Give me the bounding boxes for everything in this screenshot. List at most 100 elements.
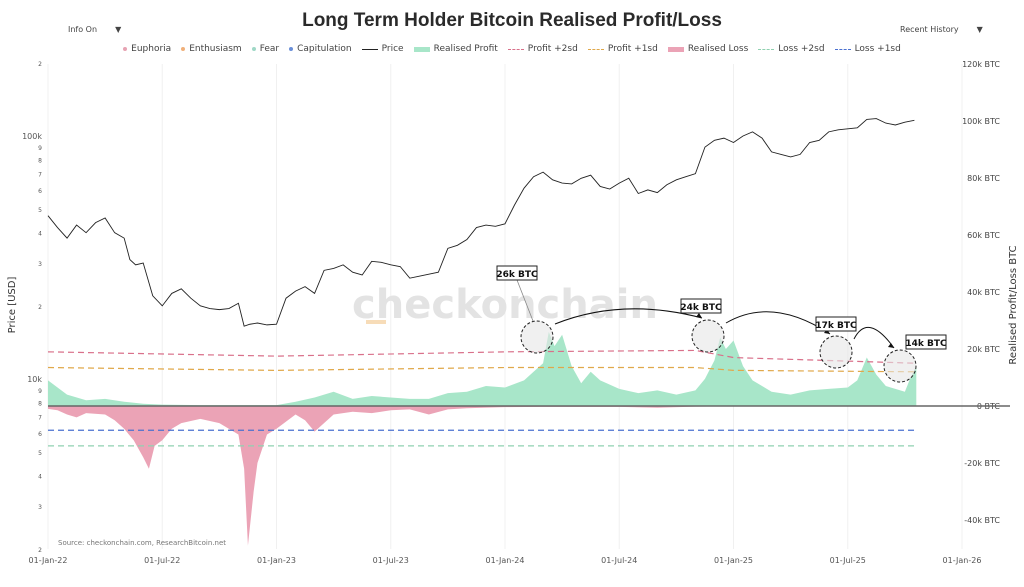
y-left-tick-label: 6 (38, 431, 42, 438)
legend-item-price[interactable]: Price (361, 44, 404, 54)
dot-marker-icon (181, 47, 186, 51)
annotation-arrow (554, 308, 703, 325)
annotation-label: 26k BTC (496, 270, 538, 280)
annotation-label: 24k BTC (680, 303, 722, 313)
legend: Euphoria Enthusiasm Fear Capitulation Price R… (0, 44, 1024, 54)
legend-label: Realised Profit (433, 44, 498, 54)
source-note: Source: checkonchain.com, ResearchBitcoi… (58, 539, 226, 547)
y-left-tick-label: 2 (38, 547, 42, 554)
y-right-tick-label: 100k BTC (962, 117, 1000, 126)
x-tick-label: 01-Jul-23 (373, 556, 409, 565)
watermark-logo-icon (366, 320, 386, 324)
legend-label: Realised Loss (687, 44, 749, 54)
legend-label: Loss +2sd (778, 44, 825, 54)
x-tick-label: 01-Jan-22 (29, 556, 68, 565)
legend-label: Capitulation (297, 44, 352, 54)
band-profit-2sd (47, 349, 917, 364)
x-tick-label: 01-Jul-25 (830, 556, 866, 565)
legend-label: Profit +1sd (607, 44, 658, 54)
legend-label: Euphoria (131, 44, 172, 54)
y-right-axis-label: Realised Profit/Loss BTC (1008, 245, 1019, 364)
x-tick-label: 01-Jan-26 (943, 556, 982, 565)
y-left-axis-label: Price [USD] (7, 277, 18, 334)
dot-marker-icon (251, 47, 256, 51)
band-profit-1sd (47, 366, 917, 373)
x-tick-label: 01-Jul-24 (601, 556, 637, 565)
y-left-tick-label: 5 (38, 450, 42, 457)
legend-item-enthusiasm[interactable]: Enthusiasm (181, 44, 242, 54)
y-right-tick-label: 60k BTC (967, 231, 1000, 240)
annotation-circle (819, 335, 853, 369)
dash-marker-icon (507, 48, 524, 50)
legend-item-capitulation[interactable]: Capitulation (289, 44, 352, 54)
annotation-circle (883, 349, 917, 383)
y-left-tick-label: 8 (38, 401, 42, 408)
x-tick-label: 01-Jan-25 (714, 556, 753, 565)
legend-item-euphoria[interactable]: Euphoria (123, 44, 171, 54)
y-right-tick-label: 80k BTC (967, 174, 1000, 183)
y-right-tick-label: 40k BTC (967, 288, 1000, 297)
chevron-down-icon: ▼ (976, 25, 983, 34)
y-left-tick-label: 9 (38, 388, 42, 395)
y-left-tick-label: 8 (38, 158, 42, 165)
y-left-tick-label: 2 (38, 304, 42, 311)
legend-item-profit-2sd[interactable]: Profit +2sd (507, 44, 578, 54)
legend-item-realised-loss[interactable]: Realised Loss (667, 44, 749, 54)
annotation-box (496, 265, 538, 281)
y-left-tick-label: 4 (38, 474, 42, 481)
legend-label: Profit +2sd (527, 44, 578, 54)
y-left-tick-label: 7 (38, 415, 42, 422)
y-right-tick-label: 20k BTC (967, 345, 1000, 354)
legend-item-loss-1sd[interactable]: Loss +1sd (834, 44, 901, 54)
arrowhead-icon (696, 313, 702, 318)
dash-marker-icon (834, 48, 851, 50)
dot-marker-icon (289, 47, 294, 51)
price-line (47, 118, 915, 327)
annotation-label: 14k BTC (905, 339, 947, 349)
y-left-tick-label: 3 (38, 504, 42, 511)
legend-item-fear[interactable]: Fear (251, 44, 279, 54)
info-dropdown-label: Info On (68, 25, 98, 34)
x-tick-label: 01-Jan-23 (257, 556, 296, 565)
realised-loss-area (48, 406, 917, 546)
y-right-tick-label: -20k BTC (964, 459, 1000, 468)
y-left-tick-label: 3 (38, 261, 42, 268)
history-dropdown-label: Recent History (900, 25, 959, 34)
chart-title: Long Term Holder Bitcoin Realised Profit… (302, 10, 722, 31)
legend-item-profit-1sd[interactable]: Profit +1sd (587, 44, 658, 54)
dash-marker-icon (587, 48, 604, 50)
annotation-leader (516, 279, 534, 322)
legend-label: Loss +1sd (854, 44, 901, 54)
y-left-tick-label: 6 (38, 188, 42, 195)
history-dropdown[interactable]: Recent History ▼ (900, 25, 983, 34)
area-marker-icon (413, 46, 430, 52)
y-left-tick-label: 10k (27, 375, 42, 384)
legend-item-loss-2sd[interactable]: Loss +2sd (758, 44, 825, 54)
y-left-tick-label: 9 (38, 145, 42, 152)
dash-marker-icon (758, 48, 775, 50)
y-right-tick-label: -40k BTC (964, 516, 1000, 525)
legend-label: Enthusiasm (189, 44, 242, 54)
y-right-tick-label: 120k BTC (962, 60, 1000, 69)
y-left-tick-label: 4 (38, 231, 42, 238)
annotation-circle (691, 319, 725, 353)
x-tick-label: 01-Jan-24 (486, 556, 525, 565)
y-left-tick-label: 5 (38, 207, 42, 214)
annotation-box (905, 334, 947, 350)
area-marker-icon (667, 46, 684, 52)
x-tick-label: 01-Jul-22 (144, 556, 180, 565)
dot-marker-icon (123, 47, 128, 51)
realised-profit-area (48, 331, 917, 406)
annotation-arrow (853, 327, 895, 349)
legend-item-realised-profit[interactable]: Realised Profit (413, 44, 498, 54)
y-left-tick-label: 100k (22, 132, 42, 141)
legend-label: Price (381, 44, 404, 54)
info-dropdown[interactable]: Info On ▼ (68, 25, 121, 34)
annotation-box (680, 298, 722, 314)
arrowhead-icon (888, 343, 894, 348)
annotation-circle (520, 320, 554, 354)
annotation-box (815, 316, 857, 332)
watermark: checkonchain (352, 282, 658, 328)
chevron-down-icon: ▼ (115, 25, 122, 34)
